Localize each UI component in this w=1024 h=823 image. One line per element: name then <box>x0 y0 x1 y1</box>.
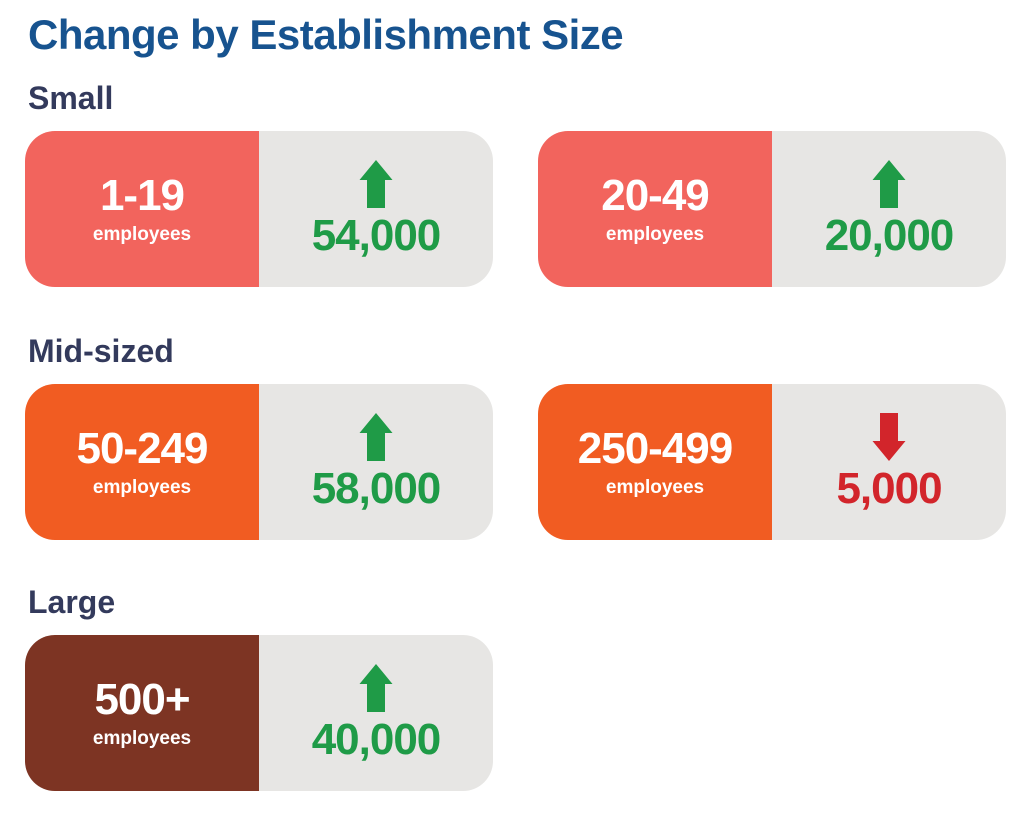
card-20-49: 20-49 employees 20,000 <box>538 130 1006 287</box>
section-heading-small: Small <box>28 80 114 117</box>
card-250-499: 250-499 employees 5,000 <box>538 383 1006 540</box>
up-arrow-icon <box>359 412 393 461</box>
section-mid-sized: Mid-sized 50-249 employees 58,000 250-49… <box>0 333 1024 540</box>
employees-label: employees <box>605 476 705 498</box>
change-panel: 40,000 <box>259 634 493 791</box>
card-1-19: 1-19 employees 54,000 <box>25 130 493 287</box>
change-value: 58,000 <box>311 463 442 513</box>
size-range-panel: 250-499 employees <box>538 383 772 540</box>
page-title: Change by Establishment Size <box>28 11 624 58</box>
size-range: 20-49 <box>601 170 710 220</box>
change-panel: 54,000 <box>259 130 493 287</box>
section-small: Small 1-19 employees 54,000 20-49 employ… <box>0 80 1024 287</box>
size-range: 50-249 <box>76 423 208 473</box>
change-value: 5,000 <box>836 463 942 513</box>
change-value: 20,000 <box>824 210 955 260</box>
section-large: Large 500+ employees 40,000 <box>0 584 1024 791</box>
size-range-panel: 1-19 employees <box>25 130 259 287</box>
change-value: 40,000 <box>311 714 442 764</box>
section-heading-large: Large <box>28 583 116 620</box>
up-arrow-icon <box>872 159 906 208</box>
employees-label: employees <box>605 223 705 245</box>
employees-label: employees <box>92 476 192 498</box>
card-row-large: 500+ employees 40,000 <box>25 634 1024 791</box>
up-arrow-icon <box>359 159 393 208</box>
change-value: 54,000 <box>311 210 442 260</box>
change-panel: 20,000 <box>772 130 1006 287</box>
change-panel: 58,000 <box>259 383 493 540</box>
card-row-mid-sized: 50-249 employees 58,000 250-499 employee… <box>25 383 1024 540</box>
card-row-small: 1-19 employees 54,000 20-49 employees <box>25 130 1024 287</box>
section-heading-mid-sized: Mid-sized <box>28 332 174 369</box>
card-500-plus: 500+ employees 40,000 <box>25 634 493 791</box>
change-panel: 5,000 <box>772 383 1006 540</box>
size-range-panel: 20-49 employees <box>538 130 772 287</box>
card-50-249: 50-249 employees 58,000 <box>25 383 493 540</box>
up-arrow-icon <box>359 663 393 712</box>
size-range-panel: 500+ employees <box>25 634 259 791</box>
size-range: 500+ <box>94 674 190 724</box>
size-range: 1-19 <box>99 170 185 220</box>
size-range: 250-499 <box>577 423 733 473</box>
employees-label: employees <box>92 223 192 245</box>
size-range-panel: 50-249 employees <box>25 383 259 540</box>
down-arrow-icon <box>872 412 906 461</box>
employees-label: employees <box>92 727 192 749</box>
